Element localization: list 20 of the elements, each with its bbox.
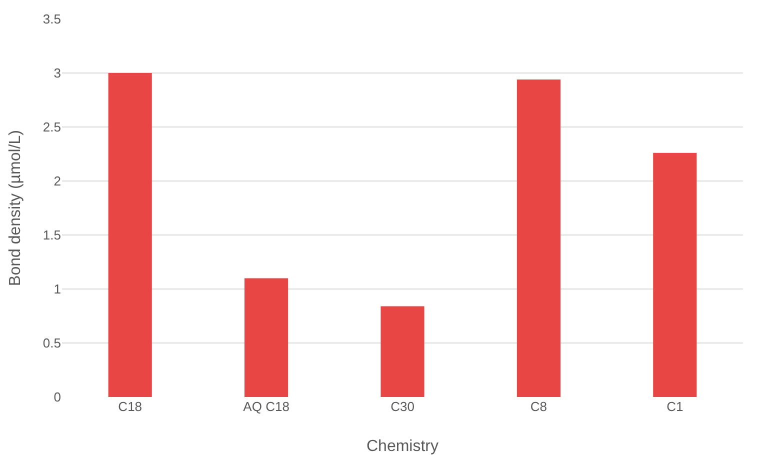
- x-tick-label: C30: [390, 399, 414, 414]
- y-tick-label: 1: [54, 282, 61, 297]
- bar: [108, 73, 152, 397]
- bar: [653, 152, 697, 397]
- x-axis-title: Chemistry: [366, 438, 439, 455]
- y-tick-label: 3: [54, 66, 61, 81]
- y-tick-label: 1.5: [42, 228, 61, 243]
- y-tick-label: 3.5: [42, 12, 61, 27]
- x-tick-label: C18: [118, 399, 142, 414]
- x-tick-label: C8: [530, 399, 548, 414]
- x-tick-label: AQ C18: [243, 399, 290, 414]
- y-tick-label: 2: [54, 174, 61, 189]
- y-tick-label: 2.5: [42, 120, 61, 135]
- bar: [516, 79, 560, 397]
- x-tick-label: C1: [666, 399, 684, 414]
- bar: [380, 306, 424, 397]
- y-tick-label: 0.5: [42, 336, 61, 351]
- y-axis-title: Bond density (µmol/L): [7, 130, 24, 286]
- bar: [244, 278, 288, 397]
- y-tick-label: 0: [54, 390, 61, 405]
